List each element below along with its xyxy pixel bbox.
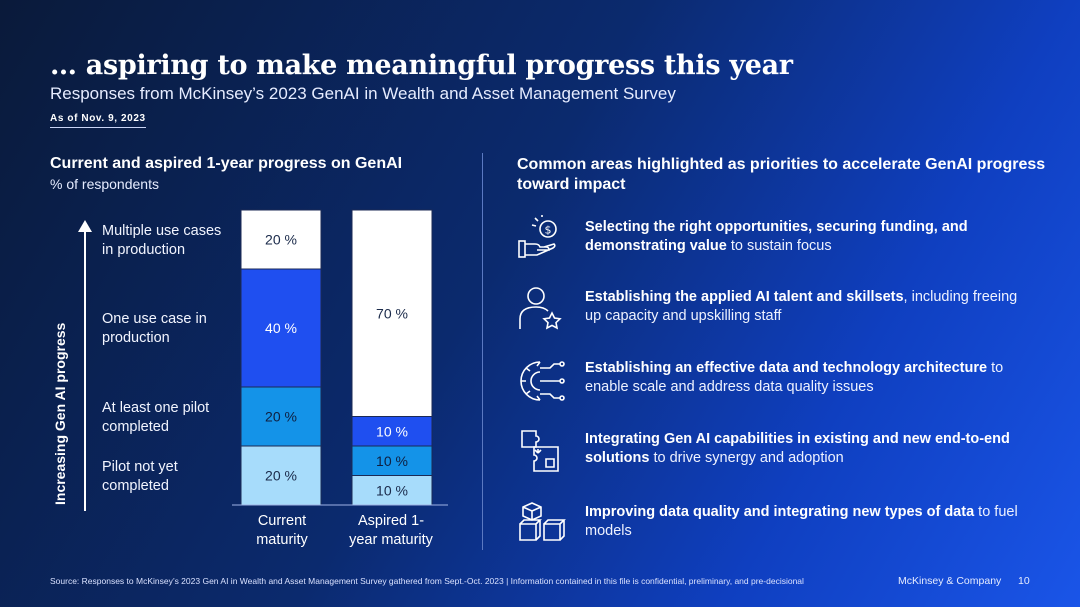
bar-segment-0-1 [240, 386, 322, 447]
stacked-bar-chart: 20 % 20 % 40 % 20 % 10 % 10 % 10 % 70 % [232, 209, 448, 506]
hand-dollar-icon: $ [518, 215, 557, 258]
bar-segment-1-0 [351, 475, 433, 506]
page-number: 10 [1018, 575, 1030, 587]
puzzle-icon [521, 430, 559, 472]
bar-label-1-1: 10 % [376, 453, 408, 469]
priority-2-bold: Establishing the applied AI talent and s… [585, 289, 904, 305]
bar-label-1-0: 10 % [376, 482, 408, 498]
left-panel-subtitle: % of respondents [50, 176, 159, 192]
bar-segment-1-1 [351, 445, 433, 476]
priority-4-bold: Integrating Gen AI capabilities in exist… [585, 431, 1010, 466]
x-label-current: Current maturity [256, 513, 308, 548]
priority-5-bold: Improving data quality and integrating n… [585, 504, 975, 520]
panel-divider [482, 153, 483, 550]
category-label-one: One use case in production [102, 311, 207, 346]
priority-1-bold: Selecting the right opportunities, secur… [585, 219, 968, 254]
bar-segment-0-0 [240, 445, 322, 506]
bar-segment-1-2 [351, 416, 433, 447]
bar-label-0-0: 20 % [265, 468, 297, 484]
progress-arrow-head [78, 220, 92, 232]
as-of-date: As of Nov. 9, 2023 [50, 113, 146, 128]
brand-name: McKinsey & Company [898, 575, 1002, 587]
person-star-icon [519, 287, 562, 330]
progress-arrow-line [84, 228, 86, 511]
svg-text:$: $ [545, 224, 552, 237]
priority-3-rest: to enable scale and address data quality… [585, 360, 1004, 395]
cubes-icon [519, 502, 566, 541]
bar-label-0-3: 20 % [265, 232, 297, 248]
priority-1-rest: to sustain focus [726, 238, 832, 254]
bar-segment-1-3 [351, 209, 433, 417]
priority-3-bold: Establishing an effective data and techn… [585, 360, 988, 376]
page-title: … aspiring to make meaningful progress t… [50, 50, 793, 81]
left-panel-title: Current and aspired 1-year progress on G… [50, 155, 403, 172]
bar-label-0-1: 20 % [265, 409, 297, 425]
bar-label-1-2: 10 % [376, 423, 408, 439]
source-footnote: Source: Responses to McKinsey’s 2023 Gen… [50, 576, 804, 586]
x-label-aspired: Aspired 1- year maturity [349, 513, 433, 548]
bar-label-1-3: 70 % [376, 305, 408, 321]
gear-circuit-icon [520, 361, 565, 401]
category-label-no-pilot: Pilot not yet completed [102, 459, 178, 494]
bar-segment-0-2 [240, 268, 322, 388]
priority-5-rest: to fuel models [585, 504, 1018, 539]
right-panel-title: Common areas highlighted as priorities t… [517, 156, 1046, 193]
bar-segment-0-3 [240, 209, 322, 270]
page-subtitle: Responses from McKinsey’s 2023 GenAI in … [50, 84, 676, 103]
priority-2-rest: , including freeing up capacity and upsk… [585, 289, 1018, 324]
category-label-pilot: At least one pilot completed [102, 400, 210, 435]
category-label-multiple: Multiple use cases in production [102, 223, 222, 258]
priority-4-rest: to drive synergy and adoption [649, 450, 844, 466]
bar-label-0-2: 40 % [265, 320, 297, 336]
